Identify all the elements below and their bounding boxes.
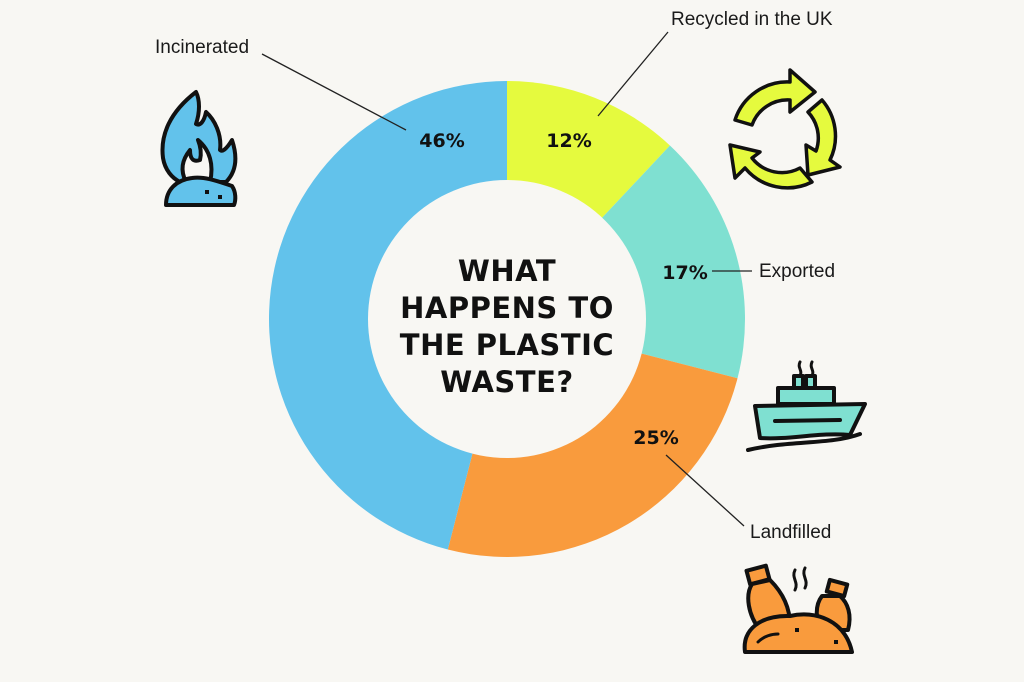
recycle-arrows-icon	[728, 68, 842, 190]
title-line: WHAT	[458, 254, 556, 288]
category-label-landfilled: Landfilled	[750, 522, 831, 543]
title-line: WASTE?	[440, 365, 573, 399]
landfill-bottles-icon	[742, 563, 854, 654]
title-line: THE PLASTIC	[400, 328, 614, 362]
category-label-exported: Exported	[759, 261, 835, 282]
leader-line-landfilled	[665, 454, 745, 527]
data-label-recycled: 12%	[546, 130, 591, 152]
category-label-incinerated: Incinerated	[155, 37, 249, 58]
chart-title: WHAT HAPPENS TO THE PLASTIC WASTE?	[400, 254, 614, 399]
data-label-exported: 17%	[662, 262, 707, 284]
data-label-incinerated: 46%	[419, 130, 464, 152]
category-label-recycled: Recycled in the UK	[671, 9, 833, 30]
title-line: HAPPENS TO	[400, 291, 614, 325]
leader-line-recycled	[597, 31, 669, 117]
ship-icon	[746, 360, 867, 452]
leader-line-incinerated	[261, 53, 407, 131]
flame-icon	[160, 90, 238, 207]
donut-hole	[368, 180, 646, 458]
data-label-landfilled: 25%	[633, 427, 678, 449]
